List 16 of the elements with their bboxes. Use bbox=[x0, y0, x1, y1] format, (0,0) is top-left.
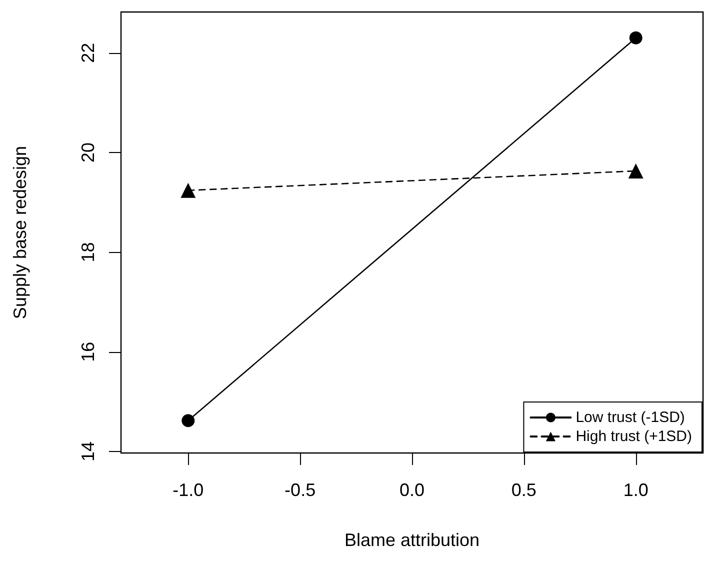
point bbox=[182, 414, 195, 428]
x-tick-label: -0.5 bbox=[284, 480, 316, 500]
legend-label: High trust (+1SD) bbox=[576, 428, 692, 445]
y-tick-label: 14 bbox=[78, 441, 98, 462]
y-axis-title: Supply base redesign bbox=[10, 146, 30, 320]
y-tick-label: 22 bbox=[78, 42, 98, 63]
legend-label: Low trust (-1SD) bbox=[576, 409, 685, 426]
x-tick-label: 0.5 bbox=[511, 480, 536, 500]
y-tick-label: 18 bbox=[78, 242, 98, 262]
y-tick-label: 20 bbox=[78, 142, 98, 163]
x-tick-label: 1.0 bbox=[623, 480, 648, 500]
x-tick-label: 0.0 bbox=[399, 480, 425, 500]
x-axis-title: Blame attribution bbox=[344, 530, 480, 550]
point bbox=[629, 31, 642, 44]
y-tick-label: 16 bbox=[78, 342, 98, 362]
x-tick-label: -1.0 bbox=[172, 480, 204, 500]
